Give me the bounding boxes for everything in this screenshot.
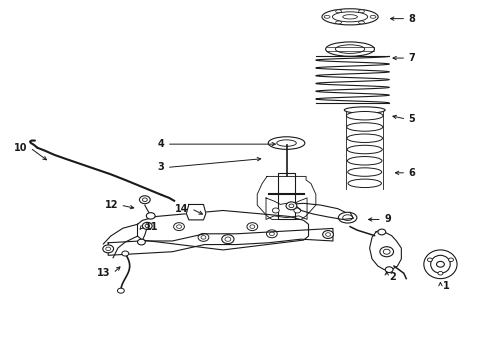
Ellipse shape [427,258,432,262]
Ellipse shape [383,249,390,254]
Ellipse shape [448,258,453,262]
Ellipse shape [272,208,279,213]
Polygon shape [294,203,353,220]
Ellipse shape [336,21,342,24]
Text: 2: 2 [389,272,396,282]
Ellipse shape [222,235,234,244]
Ellipse shape [250,225,255,228]
Ellipse shape [346,123,383,131]
Ellipse shape [326,42,374,56]
Text: 13: 13 [97,268,111,278]
Ellipse shape [348,168,382,176]
Ellipse shape [438,271,443,275]
Ellipse shape [348,179,381,188]
Ellipse shape [267,230,277,238]
Ellipse shape [332,12,368,22]
Ellipse shape [294,208,301,213]
Text: 10: 10 [14,143,27,153]
Ellipse shape [225,237,231,241]
Ellipse shape [424,250,457,279]
Text: 5: 5 [409,114,416,124]
Ellipse shape [176,225,181,228]
Ellipse shape [370,15,376,18]
Ellipse shape [140,196,150,204]
Ellipse shape [122,251,129,256]
Ellipse shape [289,204,294,208]
Ellipse shape [343,215,352,221]
Text: 3: 3 [158,162,164,172]
Ellipse shape [343,15,357,19]
Ellipse shape [347,157,382,165]
Ellipse shape [380,247,393,257]
Polygon shape [108,228,333,255]
Ellipse shape [326,233,331,236]
Ellipse shape [431,255,450,273]
Ellipse shape [359,21,365,24]
Text: 7: 7 [409,53,416,63]
Ellipse shape [277,140,296,146]
Ellipse shape [344,107,385,113]
Ellipse shape [268,137,305,149]
Ellipse shape [286,202,297,210]
Ellipse shape [143,198,147,202]
Ellipse shape [198,233,209,241]
Ellipse shape [347,134,383,143]
Ellipse shape [138,239,146,245]
Ellipse shape [270,232,274,235]
Ellipse shape [173,223,184,230]
Ellipse shape [347,145,382,154]
Ellipse shape [336,10,342,13]
Text: 12: 12 [104,200,118,210]
Ellipse shape [201,235,206,239]
Ellipse shape [145,224,149,228]
Ellipse shape [359,10,365,13]
Ellipse shape [324,15,330,18]
Ellipse shape [437,261,444,267]
Ellipse shape [247,223,258,230]
Text: 14: 14 [175,204,189,214]
Ellipse shape [103,245,114,253]
Ellipse shape [143,222,152,229]
Polygon shape [369,231,401,270]
Ellipse shape [385,267,393,273]
Text: 8: 8 [409,14,416,24]
Ellipse shape [378,229,386,235]
Text: 4: 4 [158,139,164,149]
Polygon shape [257,176,316,220]
Text: 9: 9 [384,215,391,224]
Text: 11: 11 [145,222,158,231]
Ellipse shape [346,112,383,120]
Ellipse shape [106,247,111,251]
Ellipse shape [118,288,124,293]
Bar [278,173,295,220]
Polygon shape [266,198,307,220]
Ellipse shape [338,212,357,223]
Polygon shape [138,211,309,250]
Text: 6: 6 [409,168,416,178]
Ellipse shape [322,9,378,25]
Ellipse shape [335,45,365,53]
Ellipse shape [323,230,333,238]
Ellipse shape [147,213,155,219]
Polygon shape [186,204,206,220]
Text: 1: 1 [443,281,450,291]
